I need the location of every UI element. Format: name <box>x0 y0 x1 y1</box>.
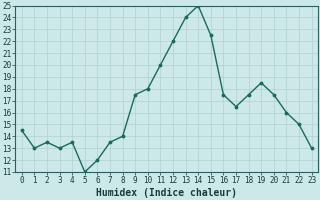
X-axis label: Humidex (Indice chaleur): Humidex (Indice chaleur) <box>96 188 237 198</box>
